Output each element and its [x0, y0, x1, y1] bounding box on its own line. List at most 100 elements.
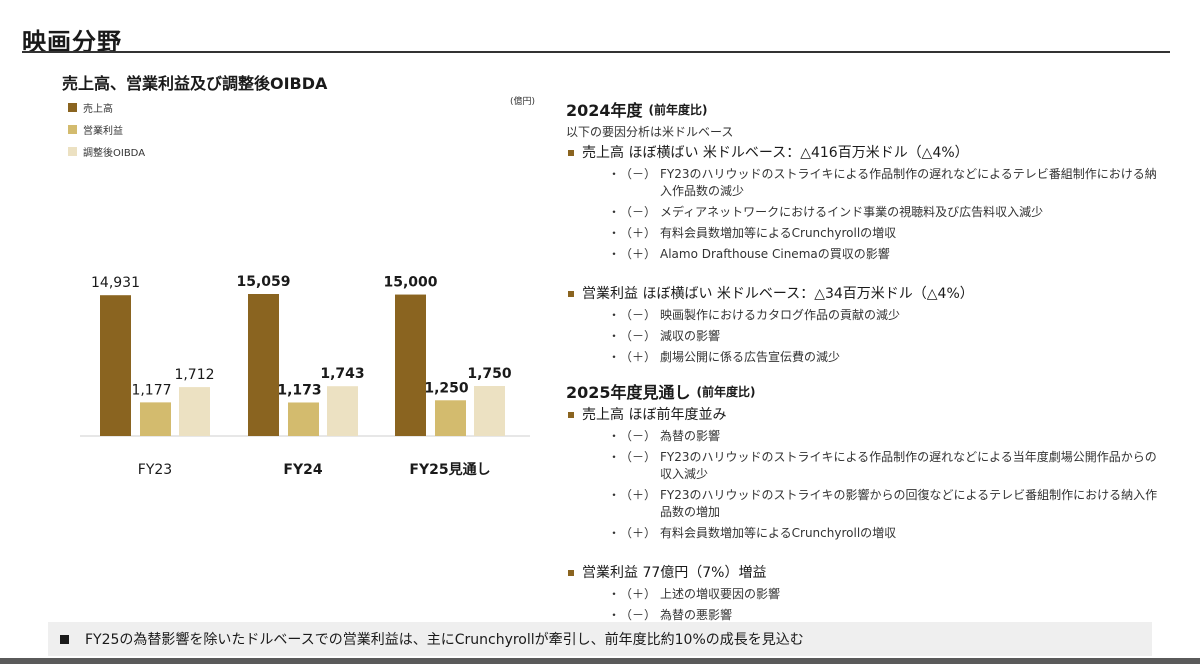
fy2025-heading: 2025年度見通し (前年度比) [566, 378, 1166, 404]
factor-sign: （－） [620, 429, 657, 443]
factor-item: ・（－） メディアネットワークにおけるインド事業の視聴料及び広告料収入減少 [608, 204, 1166, 221]
factor-item: ・（－） FY23のハリウッドのストライキによる作品制作の遅れなどによるテレビ番組… [608, 166, 1166, 200]
bar-oibda-2 [474, 386, 505, 436]
legend-label-operating-income: 営業利益 [83, 125, 123, 137]
dot-bullet-icon: ・ [608, 308, 621, 322]
dot-bullet-icon: ・ [608, 608, 621, 622]
dot-bullet-icon: ・ [608, 167, 621, 181]
dot-bullet-icon: ・ [608, 329, 621, 343]
factor-text: 為替の悪影響 [660, 608, 733, 622]
factor-sign: （＋） [620, 350, 657, 364]
bar-operating-income-2 [435, 400, 466, 436]
factor-group-heading: 売上高 ほぼ前年度並み [566, 404, 1166, 426]
factor-text: メディアネットワークにおけるインド事業の視聴料及び広告料収入減少 [660, 205, 1044, 219]
category-label-2: FY25見通し [409, 462, 490, 478]
bottom-bar [0, 658, 1200, 664]
factor-item: ・（＋） 有料会員数増加等によるCrunchyrollの増収 [608, 525, 1166, 542]
dot-bullet-icon: ・ [608, 205, 621, 219]
legend-item-oibda: 調整後OIBDA [68, 140, 145, 162]
dot-bullet-icon: ・ [608, 450, 621, 464]
factor-sign: （－） [620, 308, 657, 322]
factor-text: FY23のハリウッドのストライキによる作品制作の遅れなどによるテレビ番組制作にお… [660, 167, 1157, 198]
legend-swatch-operating-income [68, 124, 77, 134]
bar-oibda-0 [179, 387, 210, 436]
factor-sign: （＋） [620, 488, 657, 502]
data-label-operating-income-1: 1,173 [277, 382, 321, 398]
factor-sign: （－） [620, 329, 657, 343]
bar-sales-2 [395, 294, 426, 436]
factor-sign: （＋） [620, 226, 657, 240]
fy2024-heading: 2024年度 (前年度比) [566, 96, 1166, 122]
square-bullet-icon [568, 570, 574, 576]
factor-group-heading: 営業利益 ほぼ横ばい 米ドルベース：△34百万米ドル（△4%） [566, 283, 1166, 305]
factor-text: 為替の影響 [660, 429, 721, 443]
analysis-panel: 2024年度 (前年度比) 以下の要因分析は米ドルベース 売上高 ほぼ横ばい 米… [566, 96, 1166, 636]
factor-item: ・（－） 為替の影響 [608, 428, 1166, 445]
square-bullet-icon [568, 412, 574, 418]
factor-text: 減収の影響 [660, 329, 721, 343]
factor-item: ・（－） 減収の影響 [608, 328, 1166, 345]
factor-sign: （－） [620, 205, 657, 219]
factor-text: FY23のハリウッドのストライキによる作品制作の遅れなどによる当年度劇場公開作品… [660, 450, 1157, 481]
data-label-oibda-2: 1,750 [467, 366, 512, 382]
factor-sign: （－） [620, 167, 657, 181]
footer-note-text: FY25の為替影響を除いたドルベースでの営業利益は、主にCrunchyrollが… [85, 632, 804, 648]
data-label-oibda-0: 1,712 [174, 367, 214, 383]
legend-item-sales: 売上高 [68, 96, 145, 118]
factor-item: ・（＋） 有料会員数増加等によるCrunchyrollの増収 [608, 225, 1166, 242]
factor-text: 劇場公開に係る広告宣伝費の減少 [660, 350, 841, 364]
bar-oibda-1 [327, 386, 358, 436]
factor-group-heading-text: 営業利益 ほぼ横ばい 米ドルベース：△34百万米ドル（△4%） [582, 286, 974, 302]
dot-bullet-icon: ・ [608, 526, 621, 540]
fy2024-groups: 売上高 ほぼ横ばい 米ドルベース：△416百万米ドル（△4%）・（－） FY23の… [566, 142, 1166, 378]
footer-note-box: FY25の為替影響を除いたドルベースでの営業利益は、主にCrunchyrollが… [48, 622, 1152, 656]
data-label-operating-income-0: 1,177 [131, 382, 171, 398]
factor-text: 有料会員数増加等によるCrunchyrollの増収 [660, 526, 897, 540]
data-label-operating-income-2: 1,250 [424, 380, 469, 396]
chart-unit-label: (億円) [510, 97, 536, 107]
factor-text: 上述の増収要因の影響 [660, 587, 781, 601]
legend-swatch-sales [68, 102, 77, 112]
factor-item: ・（－） 映画製作におけるカタログ作品の貢献の減少 [608, 307, 1166, 324]
factor-item: ・（＋） 上述の増収要因の影響 [608, 586, 1166, 603]
factor-sign: （＋） [620, 587, 657, 601]
legend-swatch-oibda [68, 146, 77, 156]
factor-sign: （－） [620, 450, 657, 464]
dot-bullet-icon: ・ [608, 350, 621, 364]
factor-text: Alamo Drafthouse Cinemaの買収の影響 [660, 247, 890, 261]
factor-sign: （－） [620, 608, 657, 622]
dot-bullet-icon: ・ [608, 226, 621, 240]
legend-label-oibda: 調整後OIBDA [83, 147, 146, 159]
factor-text: 有料会員数増加等によるCrunchyrollの増収 [660, 226, 897, 240]
category-label-1: FY24 [283, 462, 322, 478]
footer-bullet-icon [60, 634, 69, 644]
bar-sales-0 [100, 295, 131, 436]
dot-bullet-icon: ・ [608, 247, 621, 261]
data-label-sales-0: 14,931 [91, 275, 140, 291]
factor-sign: （＋） [620, 247, 657, 261]
bar-operating-income-0 [140, 402, 171, 436]
factor-group-heading-text: 売上高 ほぼ横ばい 米ドルベース：△416百万米ドル（△4%） [582, 145, 969, 161]
bar-sales-1 [248, 294, 279, 436]
factor-item: ・（＋） FY23のハリウッドのストライキの影響からの回復などによるテレビ番組制作… [608, 487, 1166, 521]
chart-title: 売上高、営業利益及び調整後OIBDA [62, 74, 328, 93]
fy2024-subtitle: (前年度比) [648, 102, 708, 117]
fy2025-subtitle: (前年度比) [696, 384, 756, 399]
factor-item: ・（－） 為替の悪影響 [608, 607, 1166, 624]
factor-group-heading: 売上高 ほぼ横ばい 米ドルベース：△416百万米ドル（△4%） [566, 142, 1166, 164]
legend-item-operating-income: 営業利益 [68, 118, 145, 140]
factor-text: 映画製作におけるカタログ作品の貢献の減少 [660, 308, 901, 322]
square-bullet-icon [568, 291, 574, 297]
factor-text: FY23のハリウッドのストライキの影響からの回復などによるテレビ番組制作における… [660, 488, 1158, 519]
data-label-sales-1: 15,059 [236, 274, 290, 290]
data-label-sales-2: 15,000 [383, 275, 437, 291]
square-bullet-icon [568, 150, 574, 156]
data-label-oibda-1: 1,743 [320, 366, 364, 382]
fy2025-title: 2025年度見通し [566, 383, 691, 402]
factor-sign: （＋） [620, 526, 657, 540]
category-label-0: FY23 [138, 462, 172, 478]
bar-chart: 14,931 15,059 15,000 1,177 1,173 1,250 1,712 1,… [80, 274, 530, 478]
factor-group-heading-text: 売上高 ほぼ前年度並み [582, 407, 727, 423]
factor-item: ・（－） FY23のハリウッドのストライキによる作品制作の遅れなどによる当年度劇場… [608, 449, 1166, 483]
dot-bullet-icon: ・ [608, 488, 621, 502]
